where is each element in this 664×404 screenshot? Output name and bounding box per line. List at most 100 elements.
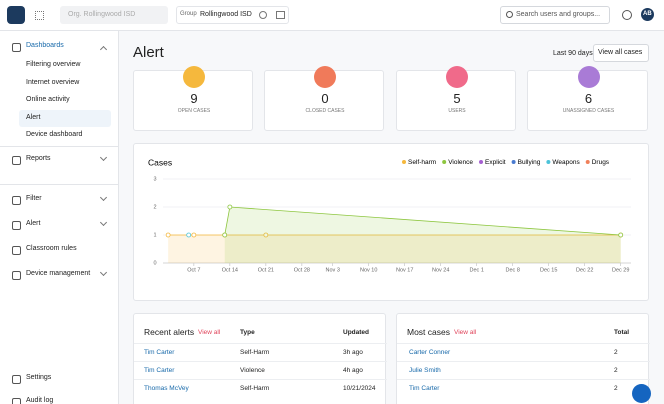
nav-subitem[interactable]: Online activity <box>26 96 70 103</box>
table-cell[interactable]: Tim Carter <box>144 367 175 374</box>
nav-icon <box>12 375 21 384</box>
nav-item[interactable]: Filter <box>26 195 42 202</box>
x-tick-label: Dec 1 <box>470 267 484 273</box>
column-header: Type <box>240 329 255 336</box>
stat-label: USERS <box>448 108 466 114</box>
column-header: Updated <box>343 329 369 336</box>
legend-label: Self-harm <box>408 159 436 166</box>
data-point <box>222 232 228 238</box>
view-all-cases-button[interactable] <box>593 44 649 62</box>
chart-panel: Cases 0 1 2 3 Oct 7 Oct 14 Oct 21 Oct 28 Nov 3 Nov… <box>133 143 649 301</box>
table-cell: 2 <box>614 367 618 374</box>
view-all-cases-text: View all cases <box>598 49 643 56</box>
stat-icon <box>446 66 468 88</box>
separator <box>0 146 118 147</box>
group-label: Group <box>180 11 197 17</box>
table-cell[interactable]: Thomas McVey <box>144 385 189 392</box>
table-cell: Self-Harm <box>240 385 270 392</box>
x-tick-label: Oct 21 <box>258 267 274 273</box>
y-tick-label: 3 <box>153 176 156 182</box>
table-cell[interactable]: Julie Smith <box>409 367 441 374</box>
y-tick-label: 0 <box>153 260 156 266</box>
view-all-link[interactable]: View all <box>198 329 221 336</box>
org-placeholder: Org. Rollingwood ISD <box>68 11 136 18</box>
data-point <box>227 204 233 210</box>
range-label: Last 90 days <box>553 50 593 57</box>
page-title: Alert <box>133 44 164 61</box>
nav-item[interactable]: Classroom rules <box>26 245 77 252</box>
search-box[interactable] <box>500 6 610 24</box>
nav-item[interactable]: Reports <box>26 155 51 162</box>
x-tick-label: Dec 8 <box>506 267 520 273</box>
avatar[interactable] <box>641 8 654 21</box>
legend-swatch <box>546 160 551 164</box>
chevron <box>99 153 108 162</box>
nav-item[interactable]: Device management <box>26 270 91 277</box>
x-tick-label: Nov 17 <box>396 267 413 273</box>
nav-item[interactable]: Dashboards <box>26 42 64 49</box>
nav-icon <box>12 43 21 52</box>
nav-icon <box>12 246 21 255</box>
row-divider <box>397 361 650 362</box>
stat-icon <box>314 66 336 88</box>
column-header: Total <box>614 329 630 336</box>
logo[interactable] <box>7 6 25 24</box>
nav-subitem[interactable]: Filtering overview <box>26 61 81 68</box>
data-point <box>618 232 624 238</box>
chevron <box>99 45 108 54</box>
nav-subitem[interactable]: Internet overview <box>26 79 80 86</box>
nav-item[interactable]: Audit log <box>26 397 54 404</box>
tree-icon[interactable] <box>276 11 285 19</box>
apps-icon[interactable] <box>35 11 44 20</box>
stat-label: CLOSED CASES <box>305 108 345 114</box>
x-tick-label: Oct 14 <box>222 267 238 273</box>
help-icon[interactable] <box>622 10 632 20</box>
row-divider <box>397 343 650 344</box>
group-select[interactable] <box>176 6 289 24</box>
x-tick-label: Dec 15 <box>540 267 557 273</box>
nav-icon <box>12 398 21 404</box>
history-icon[interactable] <box>259 11 267 19</box>
stat-label: OPEN CASES <box>177 108 211 114</box>
chevron <box>99 268 108 277</box>
legend-swatch <box>442 160 447 164</box>
nav-icon <box>12 271 21 280</box>
data-point <box>191 232 197 238</box>
stat-card: 9 OPEN CASES <box>133 66 253 131</box>
x-tick-label: Oct 7 <box>187 267 200 273</box>
x-tick-label: Oct 28 <box>294 267 310 273</box>
table-cell[interactable]: Tim Carter <box>409 385 440 392</box>
chart-title: Cases <box>148 157 172 167</box>
x-tick-label: Nov 24 <box>432 267 449 273</box>
legend-swatch <box>585 160 590 164</box>
org-select[interactable] <box>60 6 168 24</box>
table-title: Recent alerts <box>144 327 195 337</box>
row-divider <box>134 343 387 344</box>
legend-label: Weapons <box>552 159 580 166</box>
table-cell: 10/21/2024 <box>343 385 376 392</box>
nav-item[interactable]: Alert <box>26 220 41 227</box>
y-tick-label: 2 <box>153 204 156 210</box>
y-tick-label: 1 <box>153 232 156 238</box>
stat-label: UNASSIGNED CASES <box>562 108 615 114</box>
sidebar: Dashboards Filtering overview Internet ove… <box>0 31 119 404</box>
table-cell[interactable]: Carter Conner <box>409 349 451 356</box>
stat-value: 6 <box>584 91 593 106</box>
legend-swatch <box>402 160 406 164</box>
chat-button[interactable] <box>632 384 651 403</box>
stat-card: 5 USERS <box>396 66 516 131</box>
nav-icon <box>12 196 21 205</box>
row-divider <box>397 379 650 380</box>
table-cell: 3h ago <box>343 349 363 356</box>
nav-subitem[interactable]: Device dashboard <box>26 131 83 138</box>
nav-subitem[interactable]: Alert <box>26 114 41 121</box>
stat-icon <box>183 66 205 88</box>
view-all-link[interactable]: View all <box>454 329 477 336</box>
group-value: Rollingwood ISD <box>200 11 252 18</box>
nav-item[interactable]: Settings <box>26 374 52 381</box>
legend-label: Violence <box>448 159 473 166</box>
table-cell[interactable]: Tim Carter <box>144 349 175 356</box>
x-tick-label: Dec 22 <box>576 267 593 273</box>
stat-value: 9 <box>190 91 198 106</box>
stat-icon <box>577 66 600 88</box>
